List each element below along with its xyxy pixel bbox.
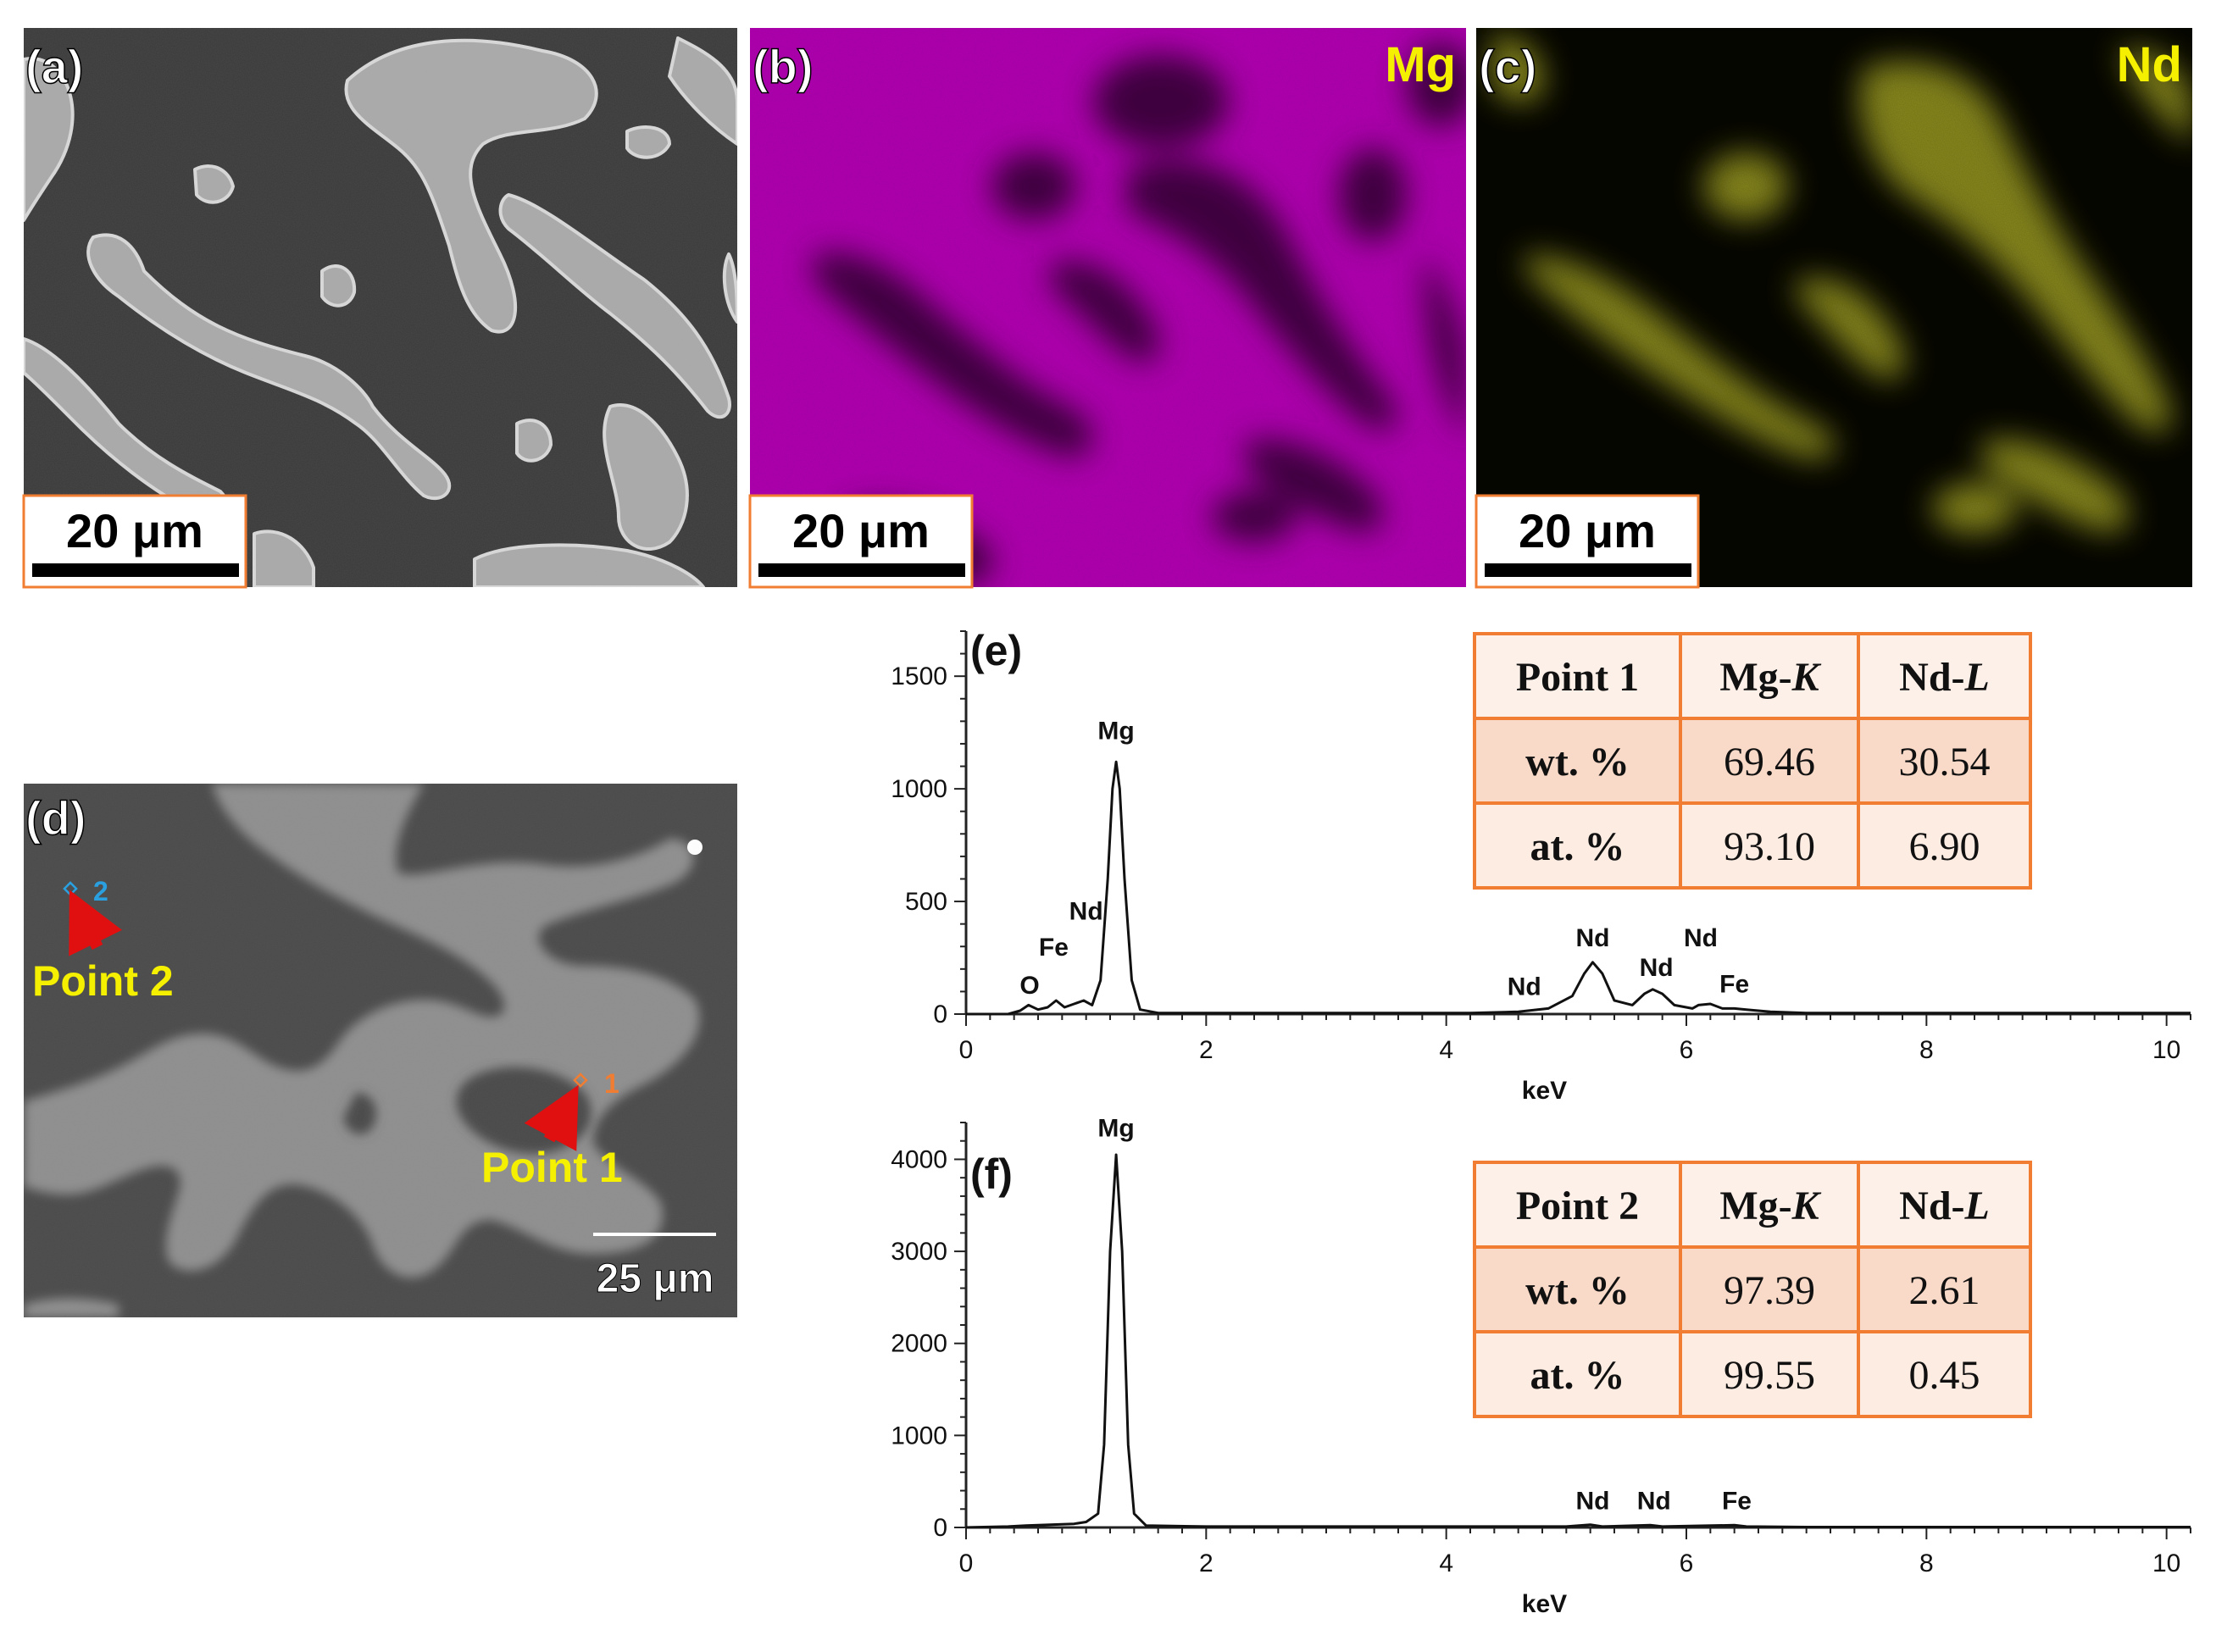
panel-b-mg-map bbox=[750, 28, 1466, 587]
peak-label: Fe bbox=[1722, 1487, 1752, 1515]
table-cell-text: Mg-K bbox=[1719, 655, 1821, 700]
peak-label: Mg bbox=[1097, 718, 1134, 746]
peak-label: Fe bbox=[1719, 971, 1749, 999]
point1-label: Point 1 bbox=[481, 1144, 623, 1191]
spectrum-line bbox=[966, 760, 2191, 1016]
panel-b-label: (b) bbox=[753, 40, 814, 93]
peak-label: Nd bbox=[1640, 954, 1674, 982]
table-cell-text: at. % bbox=[1530, 824, 1625, 869]
table-cell-text: Nd-L bbox=[1899, 655, 1990, 700]
table-cell-text: Point 2 bbox=[1516, 1184, 1639, 1228]
table-cell-text: at. % bbox=[1530, 1353, 1625, 1398]
panel-label: (f) bbox=[970, 1150, 1013, 1198]
y-tick-label: 3000 bbox=[891, 1238, 947, 1266]
x-tick-label: 0 bbox=[959, 1549, 974, 1577]
x-tick-label: 8 bbox=[1919, 1036, 1934, 1064]
y-tick-label: 4000 bbox=[891, 1145, 947, 1173]
table-cell-text: 99.55 bbox=[1724, 1353, 1815, 1398]
y-tick-label: 2000 bbox=[891, 1330, 947, 1358]
table-cell bbox=[1679, 1161, 1860, 1249]
panel-label: (e) bbox=[970, 627, 1022, 674]
x-tick-label: 0 bbox=[959, 1036, 974, 1064]
panel-d-bse-image bbox=[24, 784, 737, 1317]
x-axis-label: keV bbox=[1522, 1590, 1567, 1618]
table-cell-text: 2.61 bbox=[1909, 1268, 1980, 1313]
y-tick-label: 0 bbox=[933, 1001, 947, 1028]
table-cell bbox=[1473, 801, 1682, 890]
table-cell-text: 30.54 bbox=[1899, 740, 1991, 784]
panel-a-scale-label: 20 μm bbox=[66, 504, 203, 557]
panel-b-scale-bar bbox=[758, 563, 965, 577]
peak-label: Nd bbox=[1576, 1487, 1610, 1515]
panel-b-scale-label: 20 μm bbox=[792, 504, 930, 557]
table-cell bbox=[1857, 1161, 2032, 1249]
peak-label: Nd bbox=[1576, 924, 1610, 952]
point1-marker-number: 1 bbox=[604, 1068, 619, 1099]
panel-a-scale-bar bbox=[32, 563, 239, 577]
y-tick-label: 1500 bbox=[891, 662, 947, 690]
x-tick-label: 8 bbox=[1919, 1549, 1934, 1577]
table-cell bbox=[1473, 1330, 1682, 1418]
table-cell-text: Point 1 bbox=[1516, 655, 1639, 700]
table-cell bbox=[1679, 717, 1860, 805]
panel-a-sem-image bbox=[24, 28, 737, 587]
chart-f: 0 2 4 6 8 10 0 1000 2000 3000 4000 keV Mg Nd Nd Fe (f) Po… bbox=[891, 1114, 2191, 1618]
point2-label: Point 2 bbox=[32, 957, 174, 1005]
panel-d-scale-label: 25 μm bbox=[597, 1256, 714, 1301]
x-axis-label: keV bbox=[1522, 1077, 1567, 1105]
table-cell bbox=[1473, 1161, 1682, 1249]
peak-label: Mg bbox=[1097, 1114, 1134, 1142]
table-cell-text: 0.45 bbox=[1909, 1353, 1980, 1398]
point1-marker bbox=[573, 1073, 588, 1088]
table-cell bbox=[1473, 632, 1682, 720]
spectrum-line bbox=[965, 1153, 2191, 1529]
table-cell-text: 97.39 bbox=[1724, 1268, 1815, 1313]
panel-c-scale-bar bbox=[1485, 563, 1691, 577]
panel-a-label: (a) bbox=[25, 40, 83, 93]
table-cell-text: wt. % bbox=[1525, 740, 1630, 784]
x-tick-label: 10 bbox=[2152, 1549, 2180, 1577]
x-tick-label: 4 bbox=[1439, 1036, 1453, 1064]
peak-label: O bbox=[1019, 972, 1039, 1000]
x-tick-label: 10 bbox=[2152, 1036, 2180, 1064]
table-cell bbox=[1857, 632, 2032, 720]
panel-c-element-label: Nd bbox=[2117, 37, 2182, 92]
table-cell bbox=[1857, 1245, 2032, 1333]
table-cell bbox=[1857, 801, 2032, 890]
panel-b-element-label: Mg bbox=[1385, 37, 1456, 92]
x-tick-label: 2 bbox=[1199, 1036, 1214, 1064]
peak-label: Nd bbox=[1637, 1487, 1671, 1515]
x-tick-label: 6 bbox=[1680, 1036, 1694, 1064]
table-cell-text: 69.46 bbox=[1724, 740, 1815, 784]
table-cell bbox=[1679, 632, 1860, 720]
peak-label: Fe bbox=[1039, 934, 1069, 962]
table-cell bbox=[1679, 1330, 1860, 1418]
table-cell-text: 93.10 bbox=[1724, 824, 1815, 869]
table-cell-text: Nd-L bbox=[1899, 1184, 1990, 1228]
peak-label: Nd bbox=[1069, 897, 1103, 925]
table-cell-text: Mg-K bbox=[1719, 1184, 1821, 1228]
point1-arrow bbox=[524, 1084, 579, 1151]
y-tick-label: 500 bbox=[905, 888, 947, 916]
panel-c-label: (c) bbox=[1479, 40, 1536, 93]
x-tick-label: 6 bbox=[1680, 1549, 1694, 1577]
y-tick-label: 0 bbox=[933, 1514, 947, 1542]
table-cell-text: wt. % bbox=[1525, 1268, 1630, 1313]
y-tick-label: 1000 bbox=[891, 775, 947, 803]
panel-c-scale-label: 20 μm bbox=[1519, 504, 1656, 557]
peak-label: Nd bbox=[1684, 924, 1718, 952]
point2-arrow bbox=[69, 890, 123, 956]
peak-label: Nd bbox=[1508, 973, 1541, 1001]
table-cell bbox=[1857, 1330, 2032, 1418]
panel-d-label: (d) bbox=[25, 791, 86, 845]
x-tick-label: 4 bbox=[1439, 1549, 1453, 1577]
table-cell-text: 6.90 bbox=[1909, 824, 1980, 869]
point2-marker-number: 2 bbox=[93, 876, 108, 906]
table-cell bbox=[1679, 1245, 1860, 1333]
y-tick-label: 1000 bbox=[891, 1422, 947, 1450]
x-tick-label: 2 bbox=[1199, 1549, 1214, 1577]
panel-c-nd-map bbox=[1476, 28, 2192, 587]
